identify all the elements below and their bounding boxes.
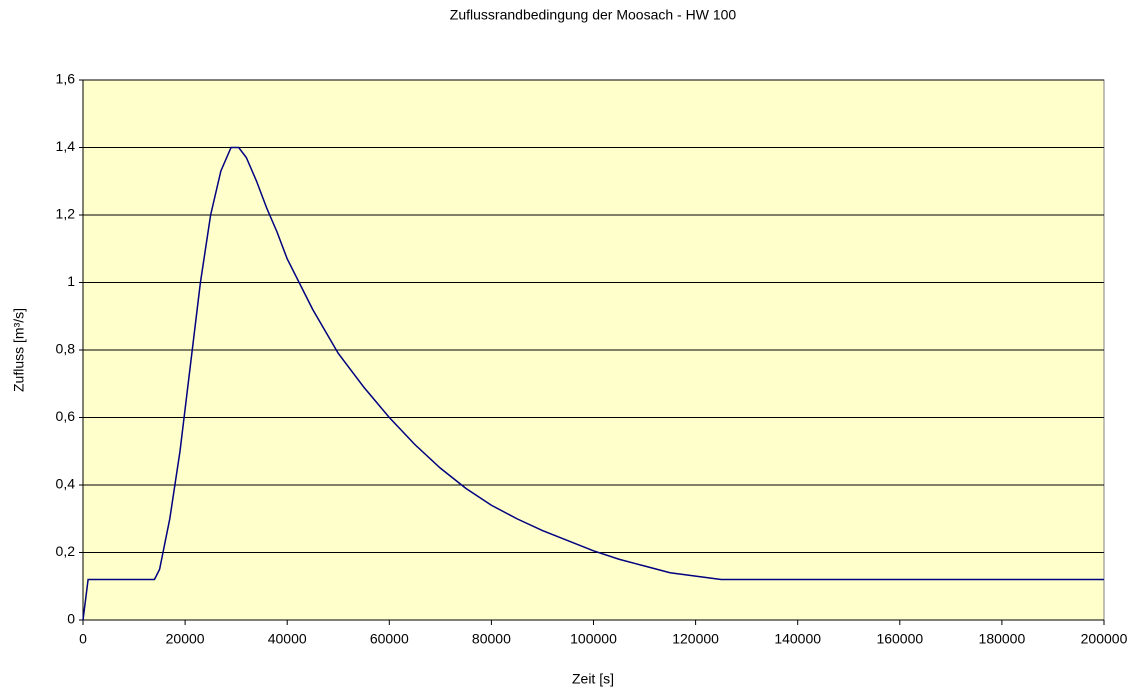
x-tick-label: 100000 (570, 631, 617, 647)
y-tick-label: 1,6 (56, 71, 76, 87)
x-tick-label: 40000 (268, 631, 307, 647)
x-tick-label: 80000 (472, 631, 511, 647)
x-tick-label: 0 (79, 631, 87, 647)
y-tick-label: 0,8 (56, 341, 76, 357)
data-line (82, 146, 1104, 621)
x-tick-label: 20000 (166, 631, 205, 647)
x-tick-label: 200000 (1081, 631, 1128, 647)
y-tick-label: 0 (67, 611, 75, 627)
y-tick-label: 1 (67, 273, 75, 289)
y-tick-label: 0,2 (56, 543, 76, 559)
x-tick-label: 60000 (370, 631, 409, 647)
x-tick-label: 120000 (672, 631, 719, 647)
y-tick-label: 0,6 (56, 408, 76, 424)
x-tick-label: 180000 (979, 631, 1026, 647)
x-tick-label: 160000 (876, 631, 923, 647)
y-tick-label: 0,4 (56, 476, 76, 492)
y-tick-label: 1,4 (56, 138, 76, 154)
y-axis-label: Zufluss [m³/s] (11, 308, 27, 392)
chart-title: Zuflussrandbedingung der Moosach - HW 10… (450, 7, 737, 23)
x-tick-label: 140000 (774, 631, 821, 647)
x-axis-label: Zeit [s] (572, 671, 614, 687)
y-tick-label: 1,2 (56, 206, 76, 222)
